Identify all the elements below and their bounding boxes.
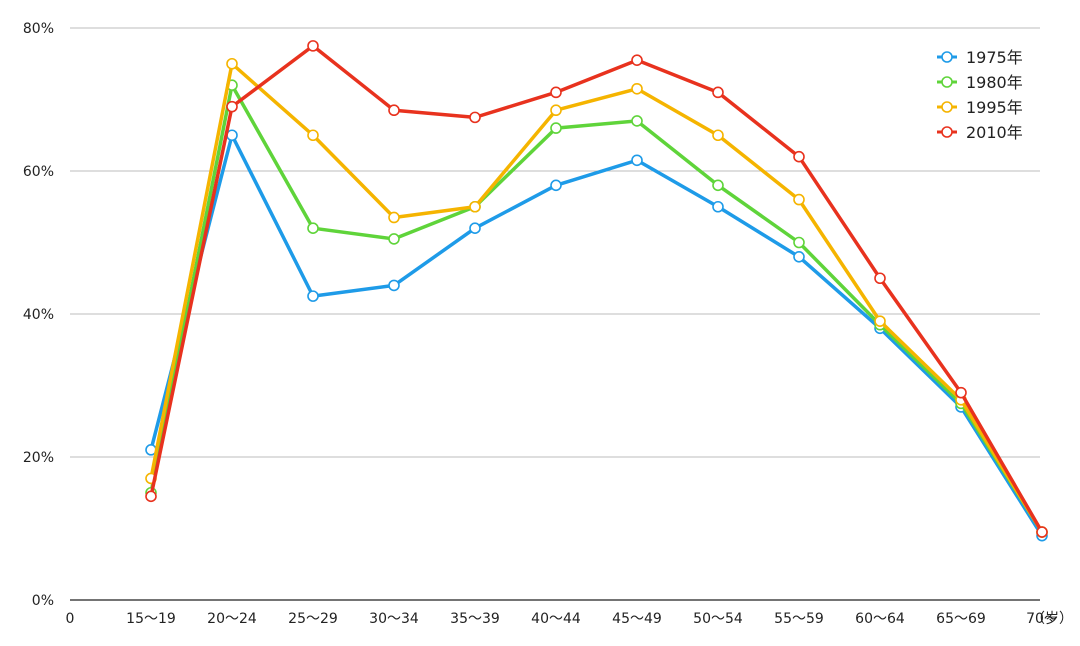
legend-label: 1995年 [966, 98, 1023, 117]
data-point [712, 86, 724, 99]
data-point [307, 290, 319, 302]
data-point [388, 104, 400, 117]
x-tick-label: 60～64 [855, 611, 905, 627]
x-tick-label: 70～ [1026, 611, 1058, 627]
legend-item: 1980年 [937, 73, 1023, 92]
legend-item: 1975年 [937, 48, 1023, 67]
data-point [388, 233, 400, 245]
x-tick-label: 15～19 [126, 611, 176, 627]
x-tick-label: 30～34 [369, 611, 419, 627]
legend-label: 2010年 [966, 123, 1023, 142]
data-point [712, 200, 724, 213]
x-axis-unit-label: （岁） [1031, 611, 1073, 627]
x-tick-label: 65～69 [936, 611, 986, 627]
data-point [307, 129, 319, 142]
x-tick-label: 45～49 [612, 611, 662, 627]
data-point [631, 82, 643, 95]
x-tick-label: 40～44 [531, 611, 581, 627]
gridlines [70, 27, 1040, 601]
data-point [469, 111, 481, 124]
series-lines [145, 40, 1048, 542]
data-point [388, 279, 400, 292]
data-point [550, 104, 562, 117]
data-point [793, 236, 805, 249]
x-tick-label: 55～59 [774, 611, 824, 627]
data-point [1036, 526, 1048, 538]
data-point [793, 250, 805, 263]
legend-swatch-marker [941, 76, 953, 88]
legend-label: 1980年 [966, 73, 1023, 92]
x-axis-zero-label: 0 [66, 611, 75, 627]
data-point [874, 272, 886, 285]
data-point [712, 129, 724, 142]
data-point [145, 490, 157, 503]
y-tick-label: 40% [23, 307, 54, 323]
legend: 1975年 1980年 1995年 2010年 [937, 48, 1023, 142]
series-line [149, 83, 1044, 534]
y-tick-label: 20% [23, 450, 54, 466]
y-tick-label: 60% [23, 164, 54, 180]
series-3 [145, 40, 1048, 538]
legend-swatch-marker [941, 101, 953, 113]
data-point [874, 315, 886, 327]
x-axis-ticks: 15～19 20～24 25～29 30～34 35～39 40～44 45～49 50～54… [126, 611, 1058, 627]
data-point [388, 211, 400, 224]
x-tick-label: 50～54 [693, 611, 743, 627]
x-tick-label: 35～39 [450, 611, 500, 627]
series-line [149, 62, 1044, 534]
data-point [550, 179, 562, 192]
data-point [955, 386, 967, 399]
data-point [226, 57, 238, 70]
legend-item: 1995年 [937, 98, 1023, 117]
data-point [631, 54, 643, 66]
data-point [469, 222, 481, 234]
series-line [149, 133, 1044, 538]
series-1 [145, 79, 1048, 538]
series-2 [145, 57, 1048, 538]
y-tick-label: 0% [32, 593, 54, 609]
data-point [226, 100, 238, 113]
series-0 [145, 129, 1048, 542]
data-point [550, 122, 562, 134]
data-point [631, 154, 643, 167]
data-point [793, 193, 805, 206]
y-tick-label: 80% [23, 21, 54, 37]
data-point [712, 179, 724, 192]
series-line [149, 44, 1044, 534]
data-point [631, 115, 643, 127]
legend-swatch-marker [941, 51, 953, 63]
x-tick-label: 20～24 [207, 611, 257, 627]
data-point [469, 200, 481, 213]
legend-label: 1975年 [966, 48, 1023, 67]
data-point [307, 40, 319, 52]
data-point [793, 150, 805, 163]
data-point [550, 86, 562, 99]
x-tick-label: 25～29 [288, 611, 338, 627]
data-point [307, 222, 319, 234]
y-axis-ticks: 0% 20% 40% 60% 80% [23, 21, 54, 609]
legend-item: 2010年 [937, 123, 1023, 142]
legend-swatch-marker [941, 126, 953, 138]
